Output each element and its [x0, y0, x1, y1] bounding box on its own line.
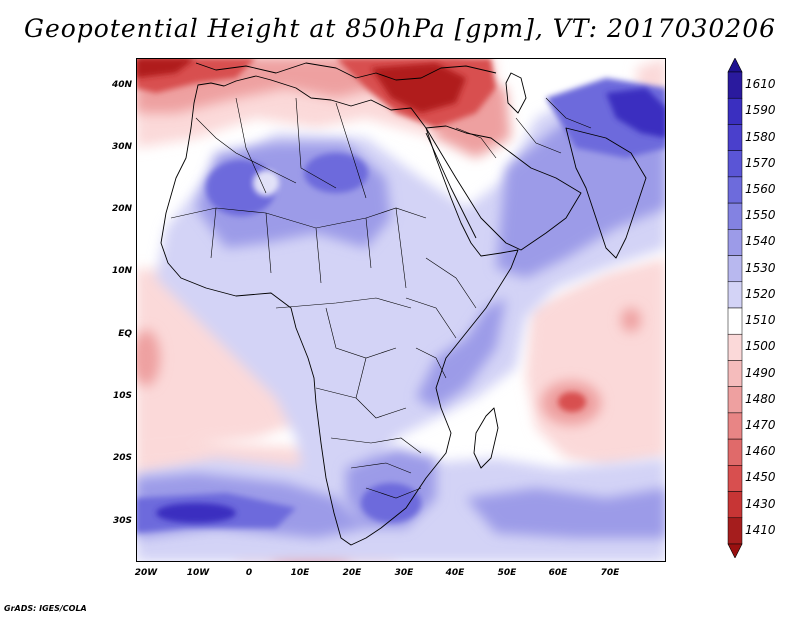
border-middle-east: [455, 97, 592, 159]
coastlines: [160, 62, 647, 546]
arabia-coastline: [425, 125, 582, 251]
border-sahel: [170, 207, 427, 289]
colorbar-label: 1550: [745, 208, 776, 223]
lat-label-40n: 40N: [111, 80, 132, 90]
chart-title: Geopotential Height at 850hPa [gpm], VT:…: [23, 14, 777, 43]
colorbar-box: [727, 281, 743, 309]
colorbar-label: 1580: [745, 129, 776, 144]
low-region-aegean-core: [371, 63, 466, 113]
high-region-south-atlantic-max: [156, 503, 236, 523]
lon-label-20w: 20W: [134, 568, 158, 578]
colorbar-label: 1610: [745, 77, 776, 92]
colorbar-box: [727, 517, 743, 545]
lat-label-30s: 30S: [112, 516, 132, 526]
colorbar-label: 1570: [745, 155, 776, 170]
high-region-libya-core: [304, 153, 368, 193]
colorbar-box: [727, 465, 743, 492]
colorbar-box: [727, 386, 743, 414]
border-east: [405, 257, 477, 379]
lon-label-0: 0: [245, 568, 253, 578]
lon-label-30e: 30E: [394, 568, 414, 578]
colorbar-box: [727, 307, 743, 335]
red-sea-line: [425, 132, 477, 239]
lat-label-30n: 30N: [111, 142, 132, 152]
lat-label-eq: EQ: [118, 329, 132, 339]
africa-coastline: [160, 75, 519, 546]
colorbar-box: [727, 491, 743, 519]
high-region-algeria-hole: [253, 170, 279, 196]
low-region-east-small: [621, 308, 641, 332]
colorbar-label: 1510: [745, 313, 776, 328]
lon-label-60e: 60E: [548, 568, 568, 578]
colorbar-box: [727, 412, 743, 440]
colorbar-label: 1480: [745, 391, 776, 406]
colorbar-label: 1410: [745, 522, 776, 537]
high-region-south-africa-core: [361, 483, 421, 523]
colorbar-box: [727, 176, 743, 204]
colorbar-label: 1500: [745, 339, 776, 354]
colorbar-box: [727, 229, 743, 256]
europe-coastline: [195, 62, 497, 81]
india-coastline: [565, 127, 647, 259]
low-region-indian-ocean-center: [558, 392, 586, 412]
caspian-coastline: [505, 72, 527, 114]
colorbar-label: 1530: [745, 260, 776, 275]
colorbar-bottom-arrow: [727, 543, 743, 558]
colorbar-box: [727, 333, 743, 361]
country-borders: [170, 97, 592, 499]
lon-label-10w: 10W: [186, 568, 210, 578]
lon-label-10e: 10E: [290, 568, 310, 578]
border-south: [330, 437, 422, 499]
colorbar-label: 1490: [745, 365, 776, 380]
low-region-west-small: [136, 330, 160, 386]
colorbar-label: 1560: [745, 182, 776, 196]
lon-label-20e: 20E: [342, 568, 362, 578]
colorbar-label: 1590: [745, 103, 776, 118]
colorbar-label: 1540: [745, 234, 776, 249]
grads-credit: GrADS: IGES/COLA: [4, 604, 87, 613]
colorbar-label: 1520: [745, 286, 776, 301]
colorbar-label: 1460: [745, 444, 776, 459]
lat-label-20n: 20N: [111, 204, 132, 214]
colorbar: [727, 58, 743, 558]
colorbar-box: [727, 150, 743, 178]
colorbar-box: [727, 438, 743, 466]
madagascar-coastline: [473, 407, 499, 469]
colorbar-box: [727, 360, 743, 387]
low-region-west-atlantic: [136, 268, 311, 448]
lon-label-70e: 70E: [600, 568, 620, 578]
colorbar-box: [727, 71, 743, 99]
geopotential-height-map: [136, 58, 666, 562]
colorbar-top-arrow: [727, 58, 743, 73]
colorbar-label: 1470: [745, 418, 776, 432]
lat-label-10n: 10N: [111, 266, 132, 276]
colorbar-box: [727, 255, 743, 283]
border-central: [275, 297, 412, 419]
low-region-iberia-core: [136, 58, 196, 78]
colorbar-label: 1430: [745, 496, 776, 511]
lon-label-40e: 40E: [445, 568, 465, 578]
colorbar-box: [727, 202, 743, 230]
map-panel: [136, 58, 666, 562]
lat-label-10s: 10S: [112, 391, 132, 401]
high-region-himalaya-core: [606, 88, 666, 138]
colorbar-boxes: [727, 58, 743, 558]
colorbar-box: [727, 124, 743, 151]
lon-label-50e: 50E: [497, 568, 517, 578]
colorbar-label: 1450: [745, 470, 776, 485]
border-maghreb: [195, 97, 367, 199]
map-frame: [136, 58, 666, 562]
lat-label-20s: 20S: [112, 453, 132, 463]
high-region-south-indian: [466, 488, 666, 538]
colorbar-box: [727, 97, 743, 125]
